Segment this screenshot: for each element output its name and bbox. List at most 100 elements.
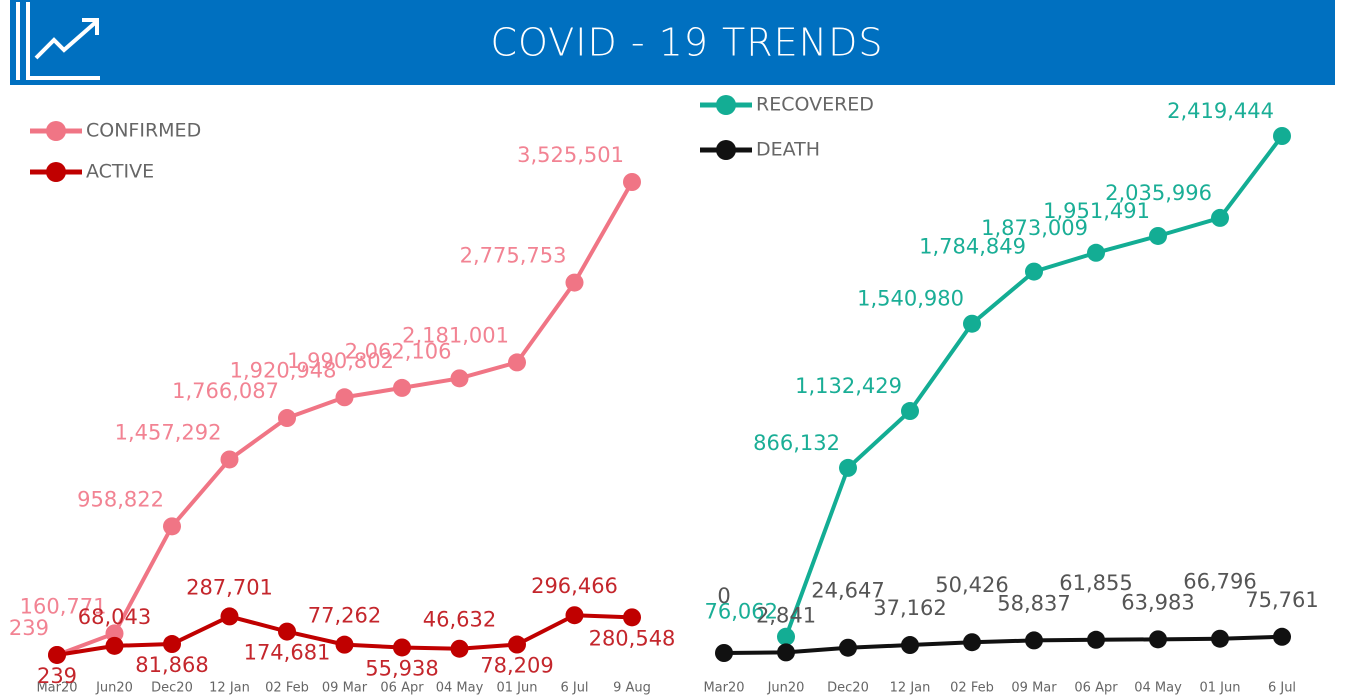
data-label: 68,043 bbox=[78, 605, 151, 629]
data-label: 55,938 bbox=[365, 656, 438, 680]
data-label: 1,951,491 bbox=[1043, 199, 1150, 223]
data-label: 287,701 bbox=[186, 575, 273, 599]
x-tick-label: 02 Feb bbox=[950, 681, 994, 696]
x-tick-label: 02 Feb bbox=[265, 681, 309, 696]
x-tick-label: 9 Aug bbox=[613, 681, 651, 696]
data-label: 3,525,501 bbox=[517, 143, 624, 167]
data-label: 1,784,849 bbox=[919, 235, 1026, 259]
legend-marker bbox=[716, 95, 736, 115]
legend-label: DEATH bbox=[756, 139, 820, 161]
x-tick-label: 09 Mar bbox=[322, 681, 368, 696]
data-label: 1,766,087 bbox=[172, 379, 279, 403]
data-label: 239 bbox=[9, 616, 49, 640]
legend-label: RECOVERED bbox=[756, 94, 874, 116]
x-tick-label: Mar20 bbox=[36, 681, 77, 696]
data-point bbox=[105, 624, 124, 643]
legend-label: ACTIVE bbox=[86, 161, 154, 183]
data-point bbox=[1211, 629, 1229, 648]
data-point bbox=[839, 638, 857, 657]
data-point bbox=[1087, 630, 1105, 649]
series-line bbox=[723, 634, 1283, 655]
data-point bbox=[963, 633, 981, 652]
data-point bbox=[450, 639, 469, 658]
data-point bbox=[565, 606, 584, 625]
x-tick-label: 01 Jun bbox=[1200, 681, 1241, 696]
data-point bbox=[48, 645, 66, 664]
legend-marker bbox=[716, 140, 736, 160]
data-point bbox=[393, 378, 411, 397]
data-point bbox=[901, 402, 919, 421]
data-label: 63,983 bbox=[1121, 590, 1194, 614]
x-tick-label: 12 Jan bbox=[890, 681, 931, 696]
x-tick-label: 06 Apr bbox=[1074, 681, 1118, 696]
data-label: 1,990,802 bbox=[287, 349, 394, 373]
data-point bbox=[1211, 208, 1229, 227]
header-title: COVID - 19 TRENDS bbox=[491, 21, 884, 65]
data-label: 0 bbox=[717, 584, 730, 608]
data-label: 1,540,980 bbox=[857, 287, 964, 311]
data-label: 76,062 bbox=[705, 600, 778, 624]
x-tick-label: 04 May bbox=[1134, 681, 1182, 696]
data-label: 1,920,948 bbox=[230, 358, 337, 382]
x-tick-label: Jun20 bbox=[767, 681, 805, 696]
data-label: 296,466 bbox=[531, 574, 618, 598]
data-label: 2,062,106 bbox=[345, 339, 452, 363]
header-bar bbox=[10, 0, 1335, 85]
data-label: 24,647 bbox=[811, 579, 884, 603]
legend-marker bbox=[46, 121, 66, 141]
data-label: 77,262 bbox=[308, 604, 381, 628]
x-tick-label: 04 May bbox=[436, 681, 484, 696]
data-point bbox=[901, 636, 919, 655]
trend-icon bbox=[16, 2, 100, 80]
data-point bbox=[715, 644, 733, 662]
data-point bbox=[278, 409, 296, 428]
data-point bbox=[220, 607, 239, 626]
data-point bbox=[1273, 627, 1291, 646]
data-label: 2,419,444 bbox=[1167, 99, 1274, 123]
data-label: 50,426 bbox=[935, 573, 1008, 597]
x-tick-label: 06 Apr bbox=[380, 681, 424, 696]
data-point bbox=[335, 388, 354, 407]
data-point bbox=[963, 314, 981, 333]
x-tick-label: 6 Jul bbox=[560, 681, 588, 696]
legend-label: CONFIRMED bbox=[86, 120, 201, 142]
data-label: 2,775,753 bbox=[460, 244, 567, 268]
data-label: 2,841 bbox=[756, 603, 816, 627]
data-label: 61,855 bbox=[1059, 571, 1132, 595]
data-point bbox=[163, 635, 181, 654]
data-label: 280,548 bbox=[589, 626, 676, 650]
data-point bbox=[450, 369, 469, 388]
data-label: 958,822 bbox=[77, 487, 164, 511]
data-label: 2,035,996 bbox=[1105, 181, 1212, 205]
data-point bbox=[1149, 630, 1167, 649]
data-point bbox=[777, 627, 795, 646]
data-point bbox=[163, 517, 181, 536]
data-point bbox=[565, 273, 584, 292]
data-label: 58,837 bbox=[997, 591, 1070, 615]
legend-marker bbox=[46, 162, 66, 182]
x-tick-label: Mar20 bbox=[703, 681, 744, 696]
data-label: 75,761 bbox=[1245, 588, 1318, 612]
x-tick-label: Jun20 bbox=[95, 681, 133, 696]
data-label: 160,771 bbox=[20, 594, 107, 618]
data-point bbox=[839, 458, 857, 477]
x-tick-label: 01 Jun bbox=[497, 681, 538, 696]
x-tick-label: Dec20 bbox=[151, 681, 193, 696]
data-point bbox=[1273, 127, 1291, 145]
data-label: 2,181,001 bbox=[402, 323, 509, 347]
x-tick-label: 09 Mar bbox=[1011, 681, 1057, 696]
data-label: 239 bbox=[37, 664, 77, 688]
data-label: 866,132 bbox=[753, 431, 840, 455]
x-tick-label: 12 Jan bbox=[209, 681, 250, 696]
data-point bbox=[1025, 262, 1043, 281]
data-point bbox=[335, 635, 354, 654]
data-point bbox=[1149, 226, 1167, 245]
data-point bbox=[220, 450, 239, 469]
data-label: 1,457,292 bbox=[115, 420, 222, 444]
x-tick-label: Dec20 bbox=[827, 681, 869, 696]
x-tick-label: 6 Jul bbox=[1268, 681, 1296, 696]
data-label: 174,681 bbox=[244, 641, 331, 665]
data-label: 78,209 bbox=[480, 654, 553, 678]
data-point bbox=[278, 622, 296, 641]
